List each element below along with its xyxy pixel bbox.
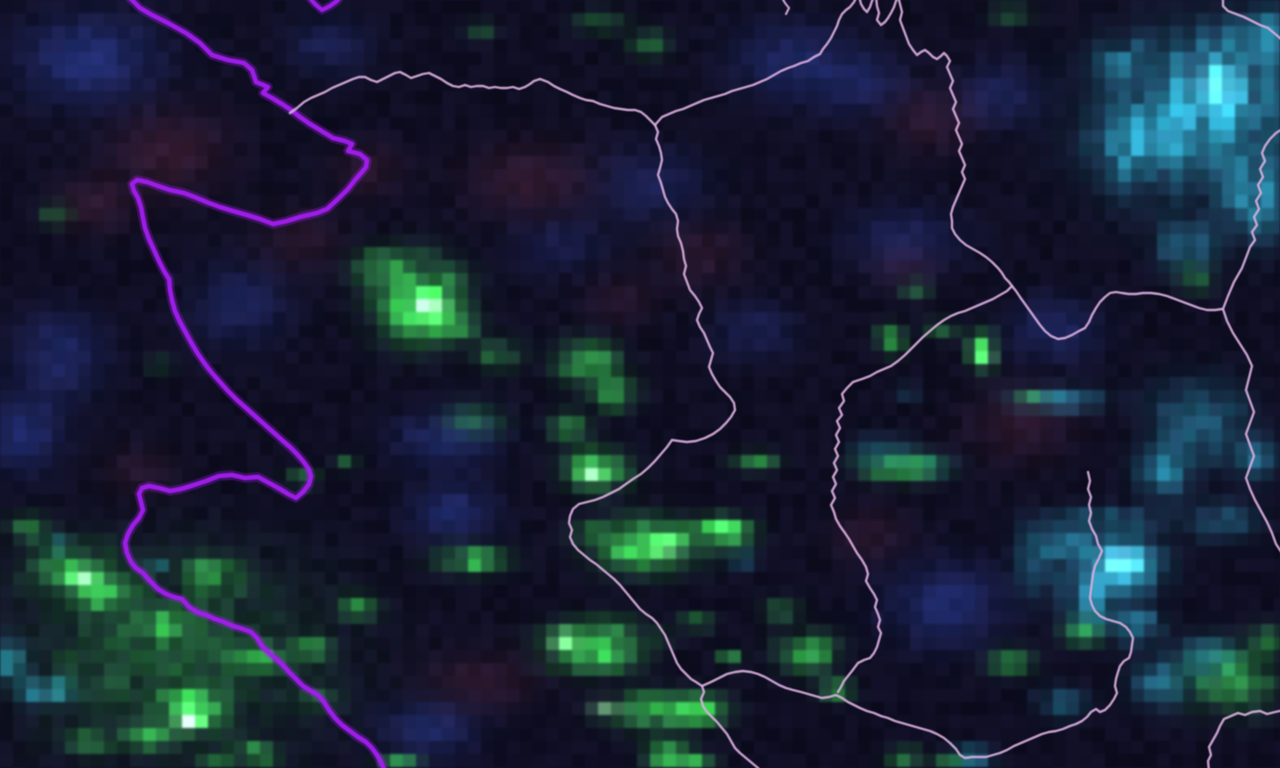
border-group bbox=[120, 0, 1280, 768]
district-border-line bbox=[782, 0, 791, 16]
district-border-line bbox=[1010, 284, 1224, 341]
district-border-line bbox=[829, 0, 1014, 694]
district-border-line bbox=[1221, 0, 1280, 40]
district-border-line bbox=[567, 123, 760, 768]
district-border-line bbox=[1206, 709, 1280, 768]
district-border-line bbox=[288, 70, 657, 127]
district-border-line bbox=[653, 0, 898, 127]
district-border-line bbox=[700, 470, 1135, 760]
district-border-line bbox=[1221, 129, 1280, 553]
country-border-line bbox=[122, 0, 386, 768]
country-border-glow bbox=[120, 0, 389, 768]
country-border-line bbox=[308, 0, 341, 13]
